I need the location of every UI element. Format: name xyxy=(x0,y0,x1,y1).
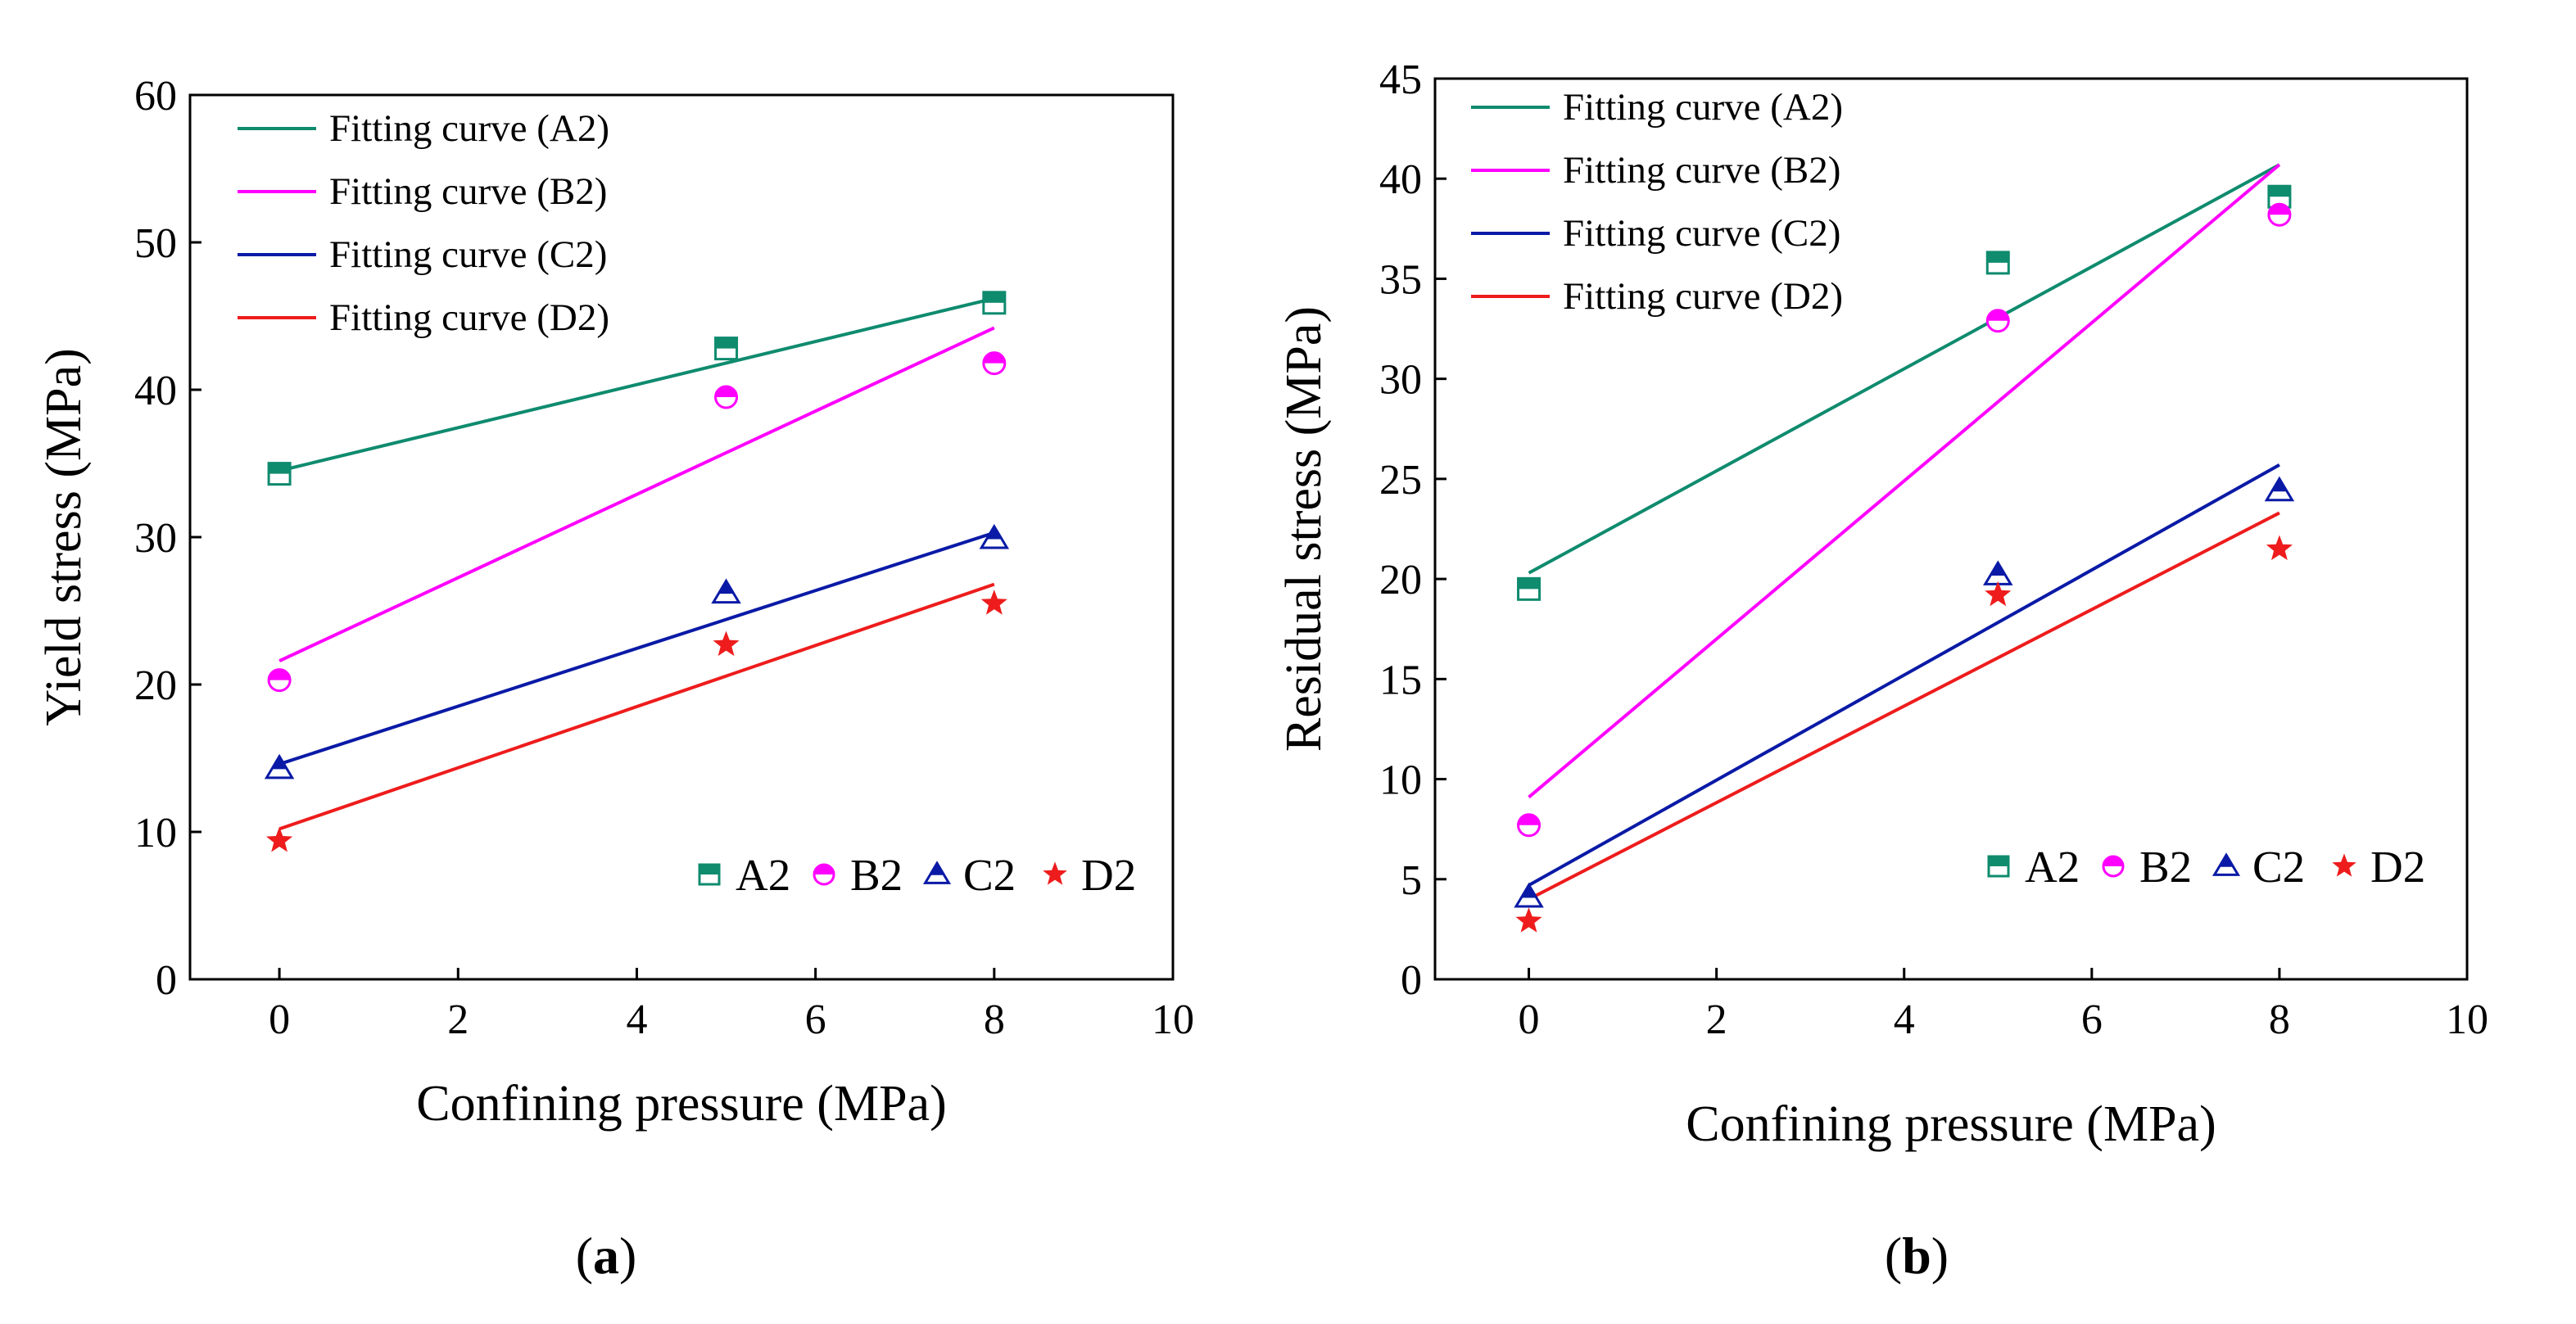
x-tick-label: 10 xyxy=(1152,996,1194,1043)
point-c2-fill xyxy=(718,581,734,594)
y-tick-label: 5 xyxy=(1401,857,1422,904)
point-a2-fill xyxy=(1518,578,1540,590)
x-axis-title: Confining pressure (MPa) xyxy=(416,1076,946,1132)
legend-point-label: A2 xyxy=(2025,842,2080,892)
point-d2 xyxy=(2266,535,2293,561)
x-tick-label: 2 xyxy=(447,996,469,1043)
point-d2 xyxy=(713,630,740,657)
legend-line-label: Fitting curve (B2) xyxy=(1563,149,1840,192)
y-tick-label: 40 xyxy=(1379,156,1422,203)
y-tick-label: 10 xyxy=(134,810,177,856)
y-tick-label: 30 xyxy=(1379,357,1422,404)
legend-line-label: Fitting curve (C2) xyxy=(329,233,607,276)
legend-point-label: C2 xyxy=(2252,842,2305,892)
point-d2 xyxy=(1515,907,1542,933)
legend-point-label: B2 xyxy=(2139,842,2192,892)
y-tick-label: 35 xyxy=(1379,256,1422,303)
legend-marker-c2-fill xyxy=(2219,855,2234,867)
legend-marker-d2 xyxy=(2332,853,2356,877)
legend-line-label: Fitting curve (C2) xyxy=(1563,212,1840,255)
fit-line-c2 xyxy=(278,531,995,766)
legend-line-label: Fitting curve (B2) xyxy=(329,170,607,213)
y-tick-label: 45 xyxy=(1379,56,1422,103)
fit-line-d2 xyxy=(278,582,995,831)
chart-panel-a: 0 2 4 6 8 10 0 10 20 30 40 50 60 Confining pressure (… xyxy=(36,73,1194,1132)
point-c2-fill xyxy=(986,526,1003,540)
x-tick-label: 8 xyxy=(984,996,1005,1043)
fit-line-c2 xyxy=(1528,463,2280,887)
y-axis-title: Residual stress (MPa) xyxy=(1276,306,1332,752)
point-b2-fill xyxy=(1518,814,1540,825)
chart-panel-b: 0 2 4 6 8 10 0 5 10 15 20 25 30 35 40 45 Confining press… xyxy=(1276,56,2488,1152)
point-d2 xyxy=(980,590,1007,615)
legend-marker-d2 xyxy=(1043,861,1067,885)
point-a2-fill xyxy=(983,291,1005,303)
plot-frame xyxy=(188,93,1175,981)
y-tick-label: 20 xyxy=(134,662,177,709)
legend-line-label: Fitting curve (A2) xyxy=(1563,86,1843,129)
legend-marker-c2-fill xyxy=(930,863,944,875)
x-tick-label: 4 xyxy=(1894,996,1915,1043)
x-tick-label: 4 xyxy=(626,996,647,1043)
y-tick-label: 30 xyxy=(134,515,177,562)
point-d2 xyxy=(1985,581,2012,607)
y-tick-label: 50 xyxy=(134,220,177,267)
panel-a-caption: (a) xyxy=(576,1227,637,1285)
y-tick-label: 0 xyxy=(156,957,177,1004)
point-a2-fill xyxy=(715,337,737,349)
point-c2-fill xyxy=(1521,884,1537,898)
panel-b-caption: (b) xyxy=(1885,1227,1949,1285)
x-tick-label: 2 xyxy=(1706,996,1727,1043)
legend-marker-a2-fill xyxy=(1989,856,2008,866)
legend-point-label: D2 xyxy=(1081,850,1136,900)
plot-frame xyxy=(1433,77,2469,981)
x-tick-label: 6 xyxy=(2081,996,2103,1043)
x-tick-label: 8 xyxy=(2269,996,2290,1043)
fit-line-a2 xyxy=(278,296,995,472)
point-b2-fill xyxy=(1987,310,2009,321)
y-tick-label: 60 xyxy=(134,73,177,120)
legend-marker-a2-fill xyxy=(699,865,719,874)
y-axis-title: Yield stress (MPa) xyxy=(36,348,92,726)
point-c2-fill xyxy=(2271,478,2288,492)
point-b2-fill xyxy=(2268,204,2290,215)
legend-point-label: B2 xyxy=(850,850,903,900)
y-tick-label: 40 xyxy=(134,368,177,414)
x-tick-label: 0 xyxy=(1519,996,1540,1043)
point-a2-fill xyxy=(2268,186,2290,197)
y-tick-label: 25 xyxy=(1379,457,1422,504)
y-tick-label: 0 xyxy=(1401,957,1422,1004)
point-a2-fill xyxy=(269,463,291,474)
point-c2-fill xyxy=(271,756,287,770)
y-tick-label: 10 xyxy=(1379,757,1422,804)
fit-line-b2 xyxy=(1528,163,2281,799)
x-tick-label: 0 xyxy=(269,996,290,1043)
point-b2-fill xyxy=(269,669,291,680)
legend-line-label: Fitting curve (A2) xyxy=(329,107,609,150)
legend-marker-b2-fill xyxy=(2103,856,2123,866)
point-d2 xyxy=(266,826,293,852)
legend-marker-b2-fill xyxy=(814,865,834,874)
point-c2-fill xyxy=(1990,563,2006,576)
point-b2-fill xyxy=(983,352,1005,364)
x-tick-label: 10 xyxy=(2446,996,2488,1043)
x-tick-label: 6 xyxy=(805,996,826,1043)
point-b2-fill xyxy=(715,386,737,397)
x-axis-title: Confining pressure (MPa) xyxy=(1686,1096,2216,1152)
y-tick-label: 20 xyxy=(1379,557,1422,603)
fit-line-d2 xyxy=(1528,511,2280,901)
legend-point-label: D2 xyxy=(2370,842,2425,892)
fit-line-a2 xyxy=(1528,163,2280,575)
legend-point-label: C2 xyxy=(963,850,1016,900)
y-tick-label: 15 xyxy=(1379,657,1422,703)
fit-line-b2 xyxy=(278,326,995,663)
legend-point-label: A2 xyxy=(736,850,790,900)
point-a2-fill xyxy=(1987,251,2009,263)
legend-line-label: Fitting curve (D2) xyxy=(1563,275,1843,318)
legend-line-label: Fitting curve (D2) xyxy=(329,296,609,339)
